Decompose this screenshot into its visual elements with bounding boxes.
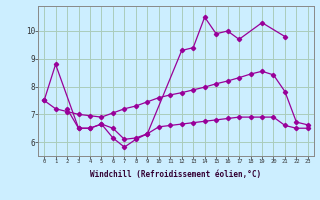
X-axis label: Windchill (Refroidissement éolien,°C): Windchill (Refroidissement éolien,°C) [91,170,261,179]
